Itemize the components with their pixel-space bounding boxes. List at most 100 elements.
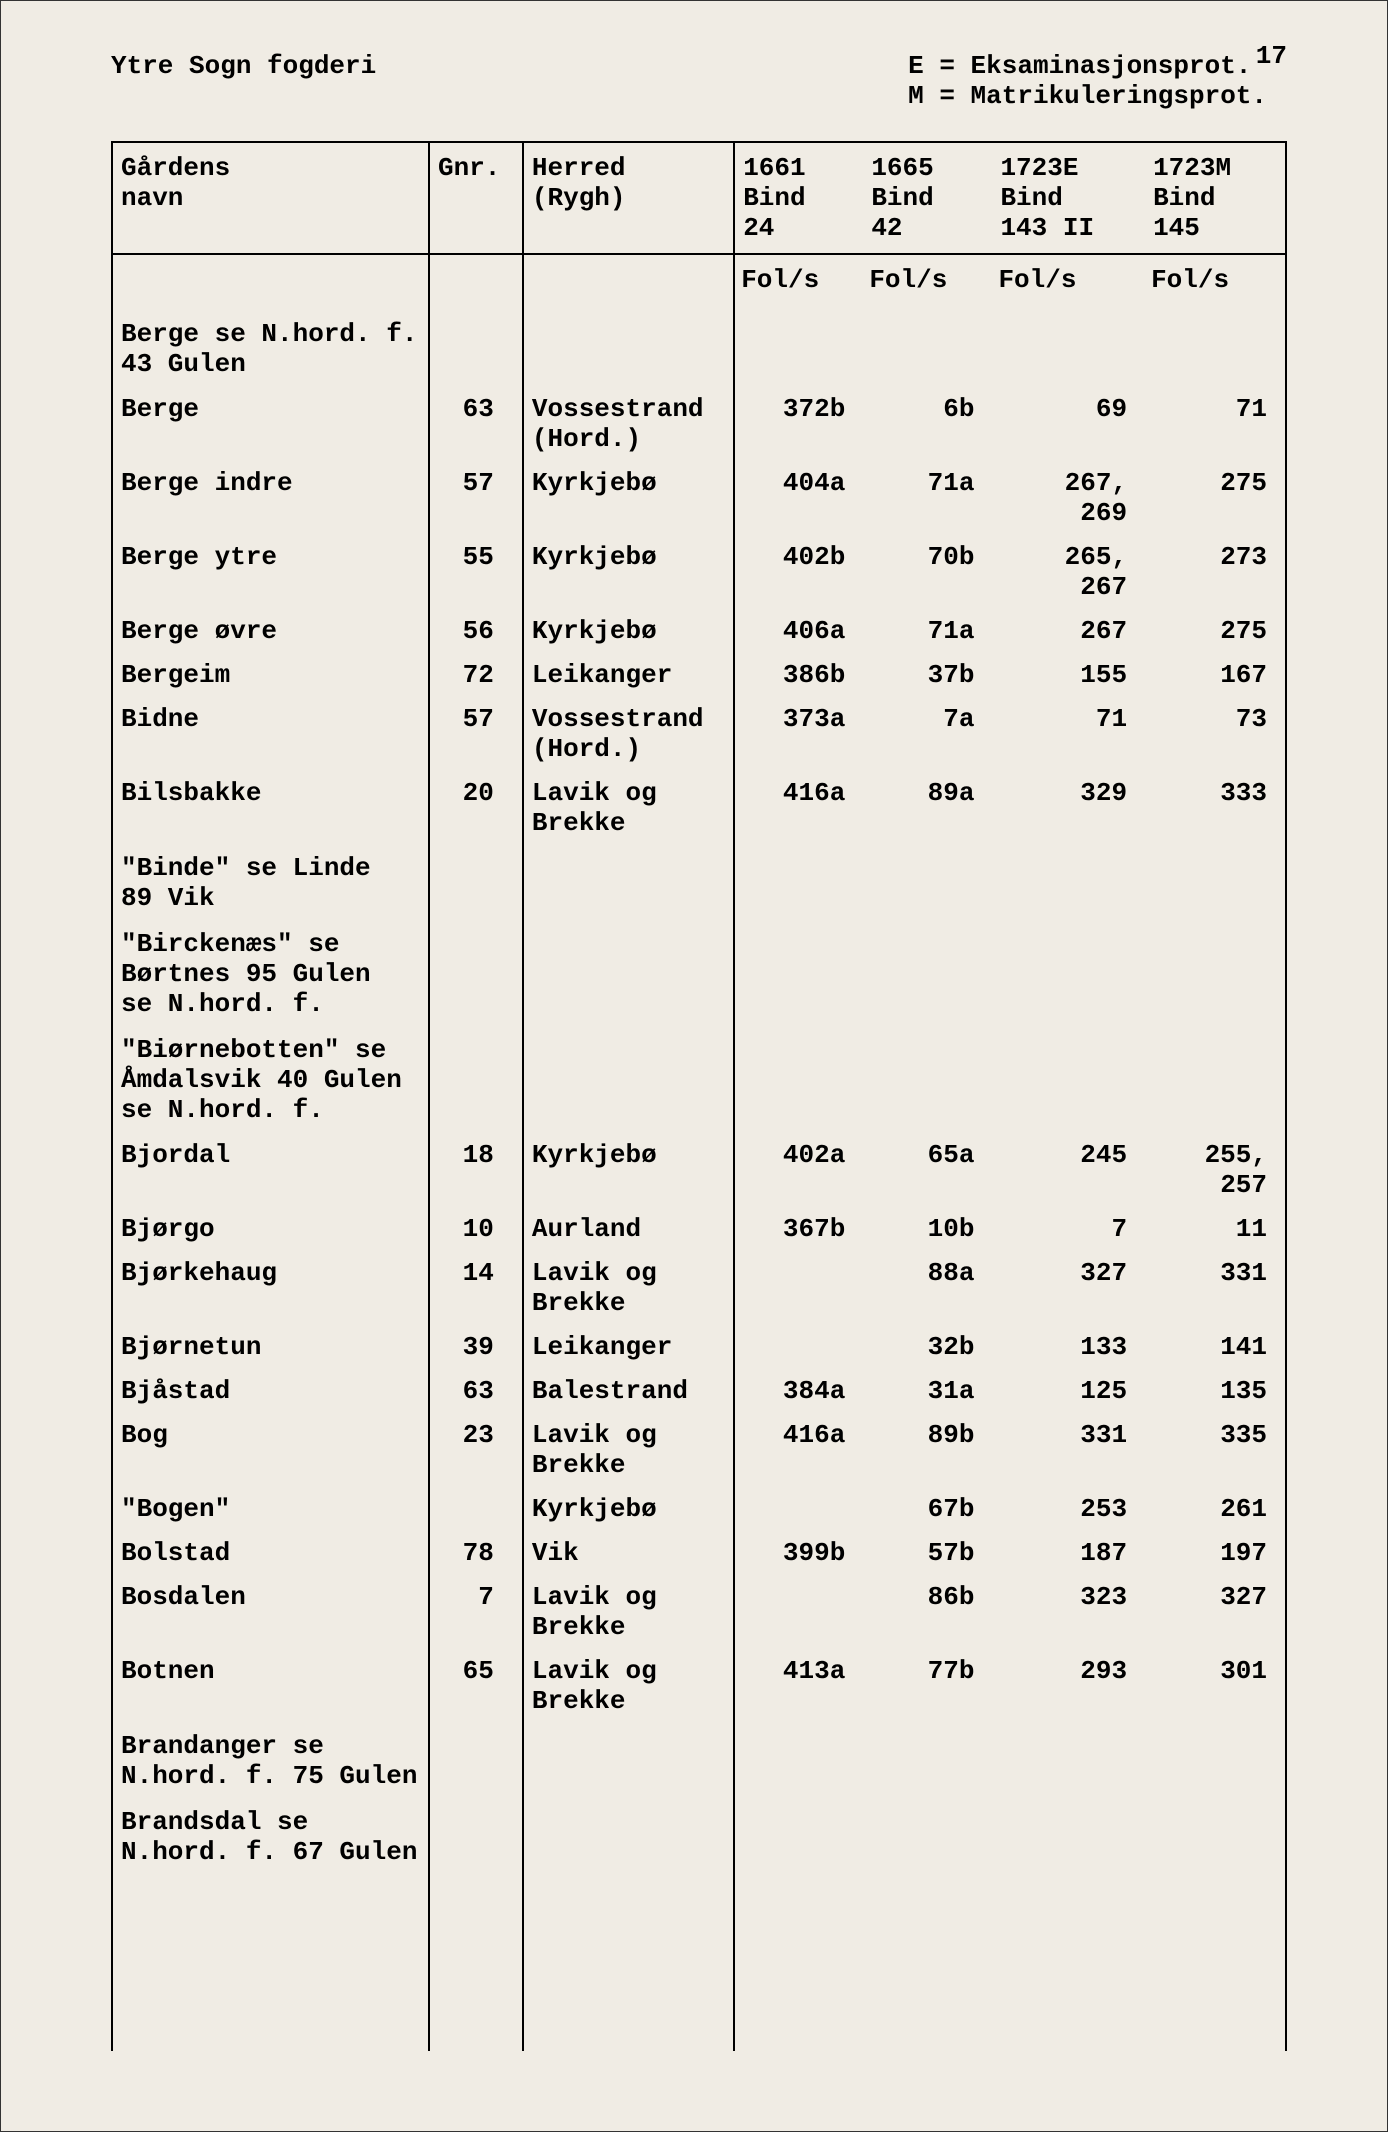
fol-label-1723e: Fol/s <box>992 254 1145 311</box>
cell-name: "Biørnebotten" se Åmdalsvik 40 Gulen se … <box>112 1027 429 1133</box>
cell-1723m: 11 <box>1145 1207 1286 1251</box>
cell-name: "Birckenæs" se Børtnes 95 Gulen se N.hor… <box>112 921 429 1027</box>
cell-1665: 7a <box>863 697 992 771</box>
cell-1665 <box>863 1027 992 1133</box>
table-row: Berge øvre56Kyrkjebø406a71a267275 <box>112 609 1286 653</box>
cell-1665 <box>863 1799 992 1875</box>
cell-1723e: 125 <box>992 1369 1145 1413</box>
cell-herred <box>523 1027 734 1133</box>
cell-name: Berge se N.hord. f. 43 Gulen <box>112 311 429 387</box>
cell-gnr: 56 <box>429 609 523 653</box>
legend-line-e: E = Eksaminasjonsprot. <box>908 51 1267 81</box>
cell-herred: Vik <box>523 1531 734 1575</box>
cell-1665: 71a <box>863 609 992 653</box>
cell-gnr: 72 <box>429 653 523 697</box>
cell-1665: 89b <box>863 1413 992 1487</box>
cell-herred: Lavik og Brekke <box>523 1575 734 1649</box>
table-row: Berge se N.hord. f. 43 Gulen <box>112 311 1286 387</box>
cell-1723m: 275 <box>1145 461 1286 535</box>
cell-1723e <box>992 1723 1145 1799</box>
cell-1723m: 197 <box>1145 1531 1286 1575</box>
cell-1661: 416a <box>734 771 863 845</box>
table-row <box>112 1875 1286 1919</box>
table-row: Bjåstad63Balestrand384a31a125135 <box>112 1369 1286 1413</box>
cell-1723e: 293 <box>992 1649 1145 1723</box>
cell-1665: 71a <box>863 461 992 535</box>
cell-gnr: 57 <box>429 461 523 535</box>
cell-1661: 406a <box>734 609 863 653</box>
cell-1665: 86b <box>863 1575 992 1649</box>
cell-gnr <box>429 1723 523 1799</box>
cell-1723e: 331 <box>992 1413 1145 1487</box>
cell-1723m: 73 <box>1145 697 1286 771</box>
cell-herred: Balestrand <box>523 1369 734 1413</box>
cell-1661 <box>734 1027 863 1133</box>
cell-1661 <box>734 1799 863 1875</box>
cell-1661: 399b <box>734 1531 863 1575</box>
cell-1661: 386b <box>734 653 863 697</box>
cell-name: Bjørnetun <box>112 1325 429 1369</box>
table-row <box>112 1963 1286 2007</box>
cell-1723e: 267, 269 <box>992 461 1145 535</box>
cell-gnr: 23 <box>429 1413 523 1487</box>
cell-1723e <box>992 921 1145 1027</box>
cell-1665: 6b <box>863 387 992 461</box>
cell-herred: Kyrkjebø <box>523 609 734 653</box>
cell-herred: Kyrkjebø <box>523 535 734 609</box>
cell-1723e: 245 <box>992 1133 1145 1207</box>
cell-1723m <box>1145 845 1286 921</box>
cell-1723e: 267 <box>992 609 1145 653</box>
col-header-1723e: 1723E Bind 143 II <box>992 142 1145 254</box>
table-row <box>112 1919 1286 1963</box>
cell-herred <box>523 921 734 1027</box>
col-header-1723m: 1723M Bind 145 <box>1145 142 1286 254</box>
table-row <box>112 2007 1286 2051</box>
table-row: Bjørkehaug14Lavik og Brekke88a327331 <box>112 1251 1286 1325</box>
cell-1723e <box>992 845 1145 921</box>
cell-1723e <box>992 1799 1145 1875</box>
cell-herred: Kyrkjebø <box>523 1133 734 1207</box>
cell-name: Bjørgo <box>112 1207 429 1251</box>
table-row: Bilsbakke20Lavik og Brekke416a89a329333 <box>112 771 1286 845</box>
cell-1723m <box>1145 1027 1286 1133</box>
cell-1665 <box>863 1723 992 1799</box>
cell-1661 <box>734 1325 863 1369</box>
cell-1723m <box>1145 921 1286 1027</box>
cell-1665: 88a <box>863 1251 992 1325</box>
table-row: Bolstad78Vik399b57b187197 <box>112 1531 1286 1575</box>
cell-herred: Lavik og Brekke <box>523 771 734 845</box>
cell-1661 <box>734 1487 863 1531</box>
cell-1665: 77b <box>863 1649 992 1723</box>
table-row: Brandanger se N.hord. f. 75 Gulen <box>112 1723 1286 1799</box>
table-header-row: Gårdens navn Gnr. Herred (Rygh) 1661 Bin… <box>112 142 1286 254</box>
col-header-1665: 1665 Bind 42 <box>863 142 992 254</box>
cell-gnr: 20 <box>429 771 523 845</box>
document-page: 17 Ytre Sogn fogderi E = Eksaminasjonspr… <box>0 0 1388 2132</box>
col-header-name: Gårdens navn <box>112 142 429 254</box>
cell-gnr: 55 <box>429 535 523 609</box>
table-row: Berge ytre55Kyrkjebø402b70b265, 267273 <box>112 535 1286 609</box>
cell-herred: Leikanger <box>523 653 734 697</box>
table-row: "Birckenæs" se Børtnes 95 Gulen se N.hor… <box>112 921 1286 1027</box>
cell-1723e <box>992 311 1145 387</box>
cell-name: Bilsbakke <box>112 771 429 845</box>
cell-1723m: 135 <box>1145 1369 1286 1413</box>
col-header-herred: Herred (Rygh) <box>523 142 734 254</box>
cell-1723e: 265, 267 <box>992 535 1145 609</box>
cell-name: Brandanger se N.hord. f. 75 Gulen <box>112 1723 429 1799</box>
cell-gnr: 63 <box>429 1369 523 1413</box>
page-number: 17 <box>1256 41 1287 71</box>
cell-gnr <box>429 921 523 1027</box>
cell-name: Berge <box>112 387 429 461</box>
cell-herred: Kyrkjebø <box>523 461 734 535</box>
cell-herred: Vossestrand (Hord.) <box>523 697 734 771</box>
cell-1723m: 255, 257 <box>1145 1133 1286 1207</box>
cell-herred: Vossestrand (Hord.) <box>523 387 734 461</box>
cell-gnr: 10 <box>429 1207 523 1251</box>
cell-1723e: 71 <box>992 697 1145 771</box>
table-row: Bjørgo10Aurland367b10b711 <box>112 1207 1286 1251</box>
cell-herred: Lavik og Brekke <box>523 1649 734 1723</box>
col-header-gnr: Gnr. <box>429 142 523 254</box>
cell-herred <box>523 1723 734 1799</box>
cell-1665: 65a <box>863 1133 992 1207</box>
